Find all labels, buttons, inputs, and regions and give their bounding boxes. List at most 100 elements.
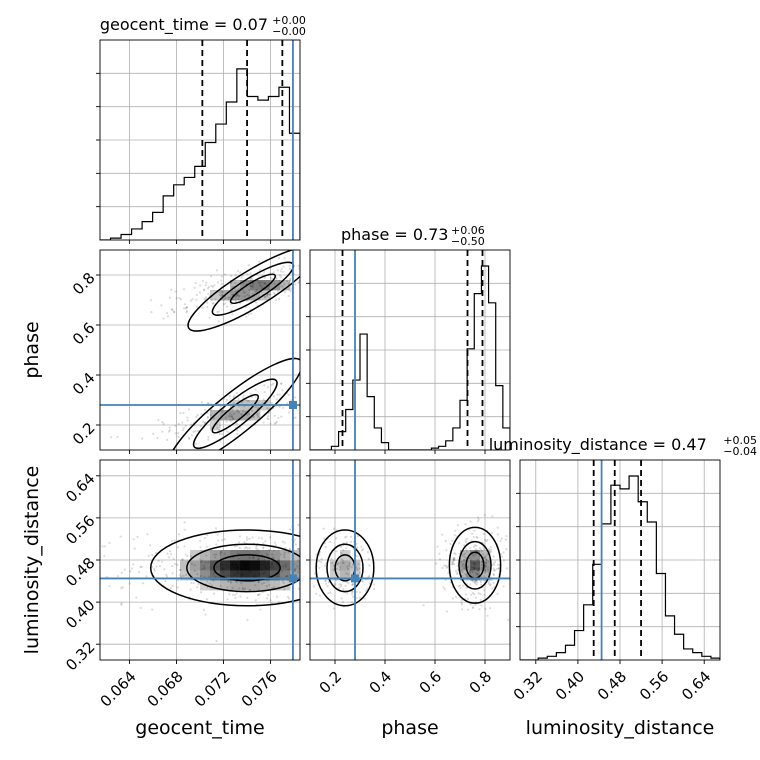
- sample-point: [422, 604, 425, 607]
- sample-point: [307, 554, 309, 556]
- sample-point: [344, 547, 348, 550]
- sample-point: [212, 302, 215, 305]
- sample-point: [300, 591, 302, 593]
- sample-point: [249, 392, 252, 395]
- sample-point: [282, 265, 285, 268]
- sample-point: [460, 603, 464, 606]
- sample-point: [332, 527, 336, 530]
- sample-point: [469, 603, 472, 606]
- sample-point: [255, 545, 258, 548]
- density-cell: [260, 550, 271, 561]
- sample-point: [257, 412, 260, 415]
- sample-point: [162, 317, 165, 320]
- sample-point: [466, 597, 469, 601]
- sample-point: [475, 544, 478, 547]
- sample-point: [234, 563, 237, 566]
- y-tick-label: 0.8: [69, 269, 99, 299]
- sample-point: [289, 289, 292, 292]
- density-cell: [480, 570, 491, 581]
- sample-point: [492, 569, 495, 572]
- sample-point: [235, 580, 238, 583]
- sample-point: [451, 597, 455, 600]
- sample-point: [232, 412, 236, 415]
- sample-point: [218, 433, 221, 436]
- density-cell: [260, 570, 271, 581]
- sample-point: [166, 552, 169, 555]
- sample-point: [473, 544, 477, 547]
- sample-point: [226, 598, 229, 601]
- sample-point: [358, 591, 362, 594]
- sample-point: [363, 554, 365, 556]
- sample-point: [485, 561, 488, 565]
- sample-point: [222, 568, 225, 571]
- sample-point: [293, 570, 297, 573]
- sample-point: [172, 310, 176, 313]
- sample-point: [461, 554, 464, 557]
- sample-point: [261, 562, 265, 565]
- sample-point: [254, 584, 257, 587]
- sample-point: [254, 290, 258, 293]
- sample-point: [195, 442, 198, 445]
- histogram-step-phase: [310, 265, 510, 450]
- sample-point: [221, 568, 224, 571]
- sample-point: [282, 564, 285, 568]
- sample-point: [514, 559, 516, 561]
- sample-point: [265, 293, 269, 297]
- sample-point: [237, 571, 241, 574]
- sample-point: [465, 548, 468, 551]
- sample-point: [251, 282, 255, 285]
- sample-point: [344, 536, 347, 539]
- sample-point: [195, 298, 198, 301]
- sample-point: [297, 264, 300, 267]
- sample-point: [139, 565, 142, 569]
- sample-point: [287, 281, 290, 284]
- sample-point: [367, 575, 371, 578]
- sample-point: [473, 582, 477, 585]
- sample-point: [279, 285, 283, 288]
- sample-point: [356, 568, 359, 572]
- sample-point: [229, 282, 233, 285]
- sample-point: [267, 573, 271, 577]
- sample-point: [475, 583, 478, 586]
- sample-point: [452, 558, 455, 562]
- sample-point: [358, 567, 361, 570]
- sample-point: [258, 260, 261, 263]
- sample-point: [233, 574, 236, 577]
- sample-point: [252, 415, 255, 418]
- sample-point: [226, 565, 229, 568]
- sample-point: [267, 593, 270, 596]
- y-axis-label-phase: phase: [21, 321, 43, 378]
- sample-point: [319, 274, 321, 276]
- sample-point: [483, 514, 486, 517]
- sample-point: [231, 593, 234, 596]
- density-cell: [180, 560, 191, 571]
- title-main: phase = 0.73: [341, 225, 448, 244]
- sample-point: [242, 394, 245, 397]
- sample-point: [273, 291, 276, 294]
- x-tick-label: 0.064: [97, 668, 140, 711]
- sample-point: [306, 255, 308, 257]
- sample-point: [263, 295, 267, 298]
- sample-point: [190, 562, 194, 566]
- sample-point: [206, 416, 210, 419]
- sample-point: [256, 279, 259, 282]
- sample-point: [489, 545, 493, 549]
- sample-point: [240, 560, 243, 563]
- sample-point: [178, 574, 182, 577]
- sample-point: [243, 295, 246, 298]
- sample-point: [380, 561, 382, 563]
- sample-point: [109, 436, 113, 439]
- sample-point: [277, 416, 280, 420]
- sample-point: [160, 304, 163, 307]
- sample-point: [283, 282, 286, 286]
- sample-point: [227, 574, 230, 577]
- sample-point: [287, 393, 290, 396]
- histogram-step-luminosity_distance: [520, 475, 720, 660]
- sample-point: [210, 298, 213, 301]
- sample-point: [487, 581, 490, 584]
- sample-point: [257, 557, 260, 560]
- contour-level-1: [458, 540, 492, 590]
- sample-point: [234, 562, 238, 566]
- sample-point: [496, 526, 499, 529]
- sample-point: [293, 538, 297, 541]
